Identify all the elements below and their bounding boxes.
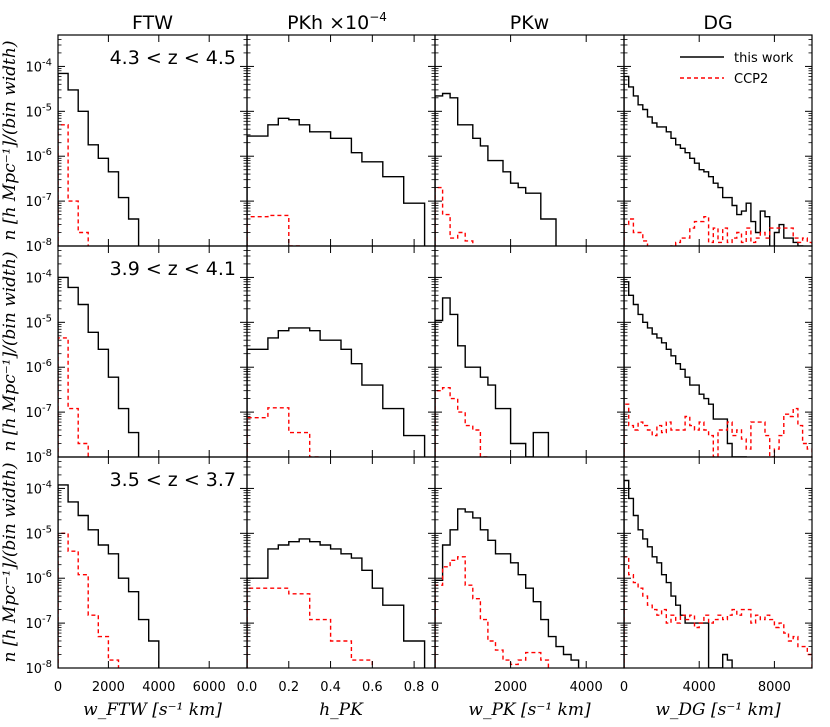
ytick-label: 10-6	[25, 147, 52, 165]
panel-r2-c3	[623, 456, 813, 669]
xtick-label: 0.0	[237, 680, 258, 695]
hist-ccp2-r1-c0	[58, 337, 89, 457]
ytick-label: 10-5	[25, 524, 52, 542]
panel-frame	[434, 456, 625, 669]
ytick-label: 10-7	[25, 403, 52, 421]
panel-frame	[246, 456, 436, 669]
xtick-label: 2000	[92, 680, 125, 695]
panel-r1-c2	[434, 245, 625, 458]
legend-label-ccp2: CCP2	[734, 72, 768, 87]
panel-r0-c1	[246, 34, 436, 247]
y-axis-label: n [h Mpc⁻¹]/(bin width)	[0, 252, 20, 452]
hist-ccp2-r2-c3	[624, 556, 812, 668]
xtick-label: 8000	[758, 680, 791, 695]
panel-frame	[246, 245, 436, 458]
ytick-label: 10-6	[25, 358, 52, 376]
hist-this_work-r1-c0	[58, 276, 140, 457]
legend-label-this-work: this work	[734, 51, 794, 66]
x-axis-label: w_FTW [s⁻¹ km]	[83, 700, 222, 720]
hist-this_work-r0-c2	[435, 92, 557, 246]
ytick-label: 10-7	[25, 614, 52, 632]
hist-ccp2-r1-c2	[435, 387, 489, 457]
hist-ccp2-r0-c0	[58, 124, 89, 246]
ytick-label: 10-8	[25, 237, 52, 255]
xtick-label: 0.8	[404, 680, 425, 695]
panel-r1-c1	[246, 245, 436, 458]
hist-this_work-r2-c2	[435, 508, 580, 668]
col-title-ftw: FTW	[132, 12, 173, 34]
hist-ccp2-r0-c2	[435, 186, 474, 246]
ytick-label: 10-5	[25, 313, 52, 331]
ytick-label: 10-4	[25, 479, 52, 497]
panel-frame	[434, 245, 625, 458]
ytick-label: 10-7	[25, 192, 52, 210]
hist-this_work-r1-c1	[247, 327, 426, 457]
row-label: 3.9 < z < 4.1	[110, 258, 236, 280]
x-axis-label: h_PK	[319, 700, 364, 720]
hist-ccp2-r2-c2	[435, 556, 550, 668]
hist-ccp2-r2-c0	[58, 532, 120, 668]
panel-r0-c3	[623, 34, 813, 247]
panel-frame	[623, 456, 813, 669]
xtick-label: 4000	[142, 680, 175, 695]
row-label: 3.5 < z < 3.7	[110, 469, 236, 491]
hist-ccp2-r1-c3	[624, 403, 812, 457]
panel-frame	[623, 34, 813, 247]
col-title-pkw: PKw	[510, 12, 549, 34]
hist-this_work-r0-c1	[247, 117, 426, 246]
xtick-label: 4000	[570, 680, 603, 695]
x-axis-label: w_PK [s⁻¹ km]	[468, 700, 591, 720]
y-axis-label: n [h Mpc⁻¹]/(bin width)	[0, 463, 20, 663]
ytick-label: 10-4	[25, 57, 52, 75]
x-axis-label: w_DG [s⁻¹ km]	[655, 700, 781, 720]
panel-r2-c2	[434, 456, 625, 669]
xtick-label: 0	[431, 680, 439, 695]
panel-r0-c2	[434, 34, 625, 247]
hist-ccp2-r1-c1	[247, 407, 321, 457]
col-title-dg: DG	[703, 12, 732, 34]
panel-r1-c3	[623, 245, 813, 458]
panel-frame	[246, 34, 436, 247]
xtick-label: 6000	[193, 680, 226, 695]
panel-frame	[434, 34, 625, 247]
xtick-label: 0.2	[278, 680, 299, 695]
xtick-label: 0.4	[320, 680, 341, 695]
ytick-label: 10-8	[25, 448, 52, 466]
xtick-label: 2000	[494, 680, 527, 695]
ytick-label: 10-8	[25, 659, 52, 677]
y-axis-label: n [h Mpc⁻¹]/(bin width)	[0, 41, 20, 241]
ytick-label: 10-6	[25, 569, 52, 587]
col-title-pkh: PKh ×10−4	[287, 10, 387, 34]
xtick-label: 0	[54, 680, 62, 695]
row-label: 4.3 < z < 4.5	[110, 47, 236, 69]
hist-this_work-r1-c2	[435, 297, 550, 457]
hist-ccp2-r0-c1	[247, 214, 300, 246]
xtick-label: 0.6	[362, 680, 383, 695]
ytick-label: 10-5	[25, 102, 52, 120]
ytick-label: 10-4	[25, 268, 52, 286]
hist-ccp2-r2-c1	[247, 587, 373, 668]
xtick-label: 0	[620, 680, 628, 695]
hist-this_work-r0-c3	[624, 75, 804, 246]
hist-this_work-r2-c3	[624, 479, 733, 668]
xtick-label: 4000	[683, 680, 716, 695]
hist-this_work-r2-c1	[247, 538, 426, 668]
hist-this_work-r1-c3	[624, 281, 747, 457]
hist-this_work-r2-c0	[58, 484, 160, 668]
legend	[680, 56, 724, 79]
panel-r2-c1	[246, 456, 436, 669]
hist-this_work-r0-c0	[58, 72, 140, 246]
